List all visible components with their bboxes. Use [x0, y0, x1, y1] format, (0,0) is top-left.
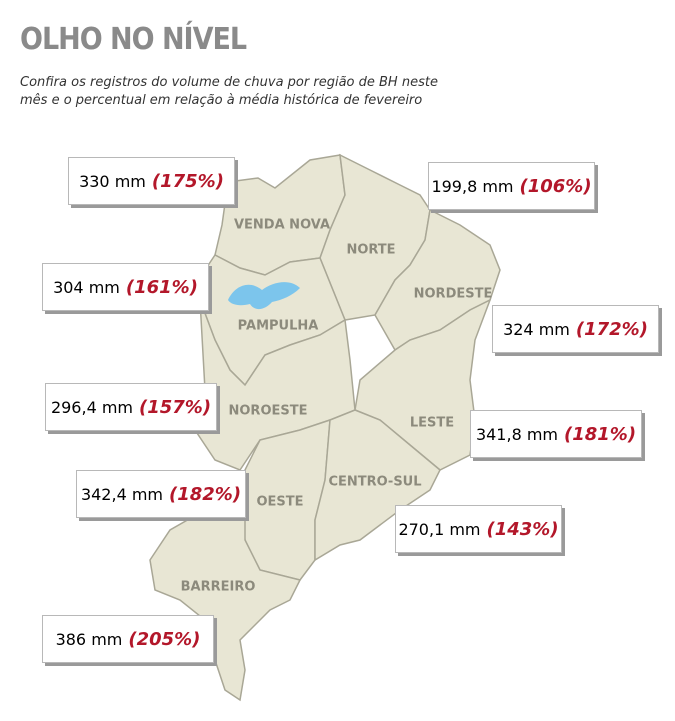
title: OLHO NO NÍVEL [20, 22, 247, 57]
rain-amount: 386 mm [55, 629, 123, 649]
region-name: LESTE [410, 416, 454, 431]
region-name: PAMPULHA [238, 319, 319, 334]
rain-percent: (182%) [169, 483, 242, 505]
rain-box: 199,8 mm (106%) [428, 162, 595, 210]
rain-percent: (143%) [486, 518, 559, 540]
region-name: NORDESTE [414, 287, 493, 302]
region-name: NORTE [346, 243, 395, 258]
region-name: BARREIRO [181, 580, 256, 595]
lake [228, 282, 300, 310]
rain-box: 296,4 mm (157%) [45, 383, 217, 431]
rain-amount: 304 mm [53, 277, 120, 297]
region-shape [149, 469, 302, 702]
rain-amount: 270,1 mm [398, 519, 481, 539]
region-name: NOROESTE [229, 404, 308, 419]
rain-percent: (175%) [151, 170, 224, 192]
rain-percent: (181%) [564, 423, 637, 445]
rain-percent: (106%) [519, 175, 592, 197]
rain-percent: (172%) [575, 318, 648, 340]
rain-box: 304 mm (161%) [42, 263, 209, 311]
rain-amount: 199,8 mm [431, 176, 514, 196]
region-name: VENDA NOVA [234, 218, 330, 233]
rain-box: 341,8 mm (181%) [470, 410, 642, 458]
rain-box: 270,1 mm (143%) [395, 505, 562, 553]
rain-amount: 296,4 mm [50, 397, 133, 417]
region-shape [194, 299, 356, 471]
rain-amount: 330 mm [79, 171, 146, 191]
rain-amount: 342,4 mm [80, 484, 163, 504]
rain-box: 386 mm (205%) [42, 615, 214, 663]
rain-box: 330 mm (175%) [68, 157, 235, 205]
rain-percent: (157%) [139, 396, 212, 418]
subtitle: Confira os registros do volume de chuva … [20, 75, 438, 108]
rain-percent: (161%) [125, 276, 198, 298]
rain-box: 342,4 mm (182%) [76, 470, 246, 518]
rain-amount: 324 mm [503, 319, 570, 339]
rain-percent: (205%) [128, 628, 201, 650]
rain-box: 324 mm (172%) [492, 305, 659, 353]
rain-amount: 341,8 mm [475, 424, 558, 444]
region-name: CENTRO-SUL [328, 475, 421, 490]
region-shape [314, 409, 441, 562]
region-name: OESTE [256, 495, 303, 510]
